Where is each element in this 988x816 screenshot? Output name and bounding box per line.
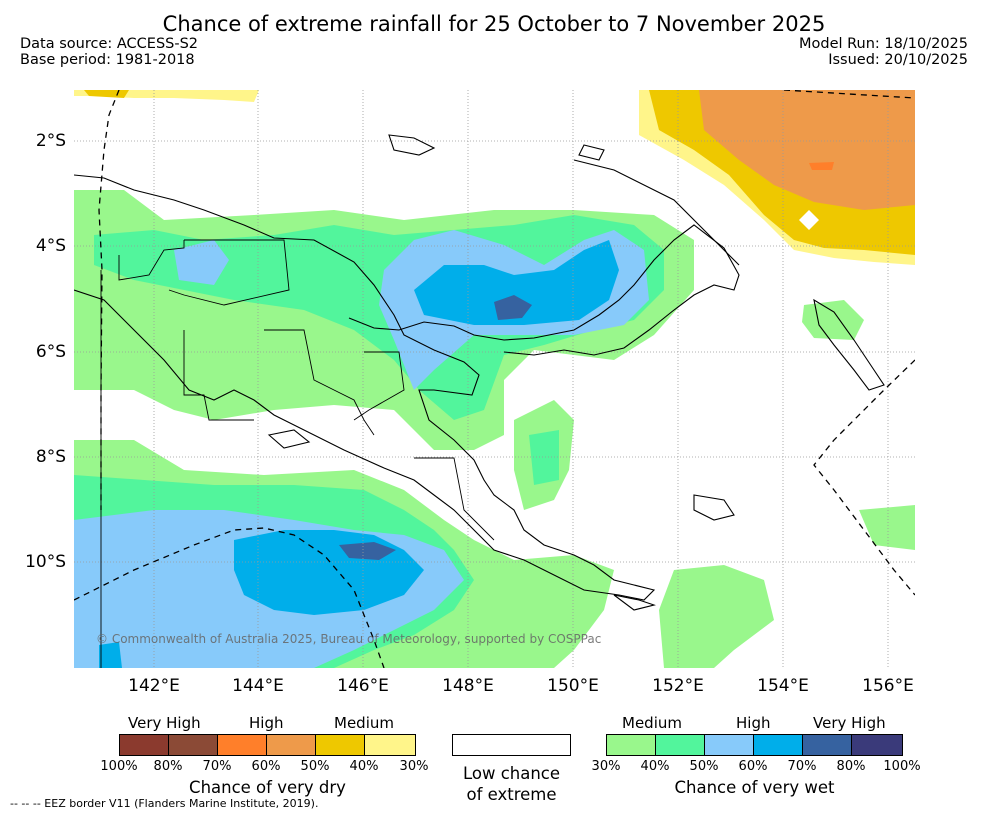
lat-label-6s: 6°S [35,342,66,362]
data-source-line: Data source: ACCESS-S2 [20,36,199,52]
data-source-info: Data source: ACCESS-S2 Base period: 1981… [20,36,198,68]
wet-heading-medium: Medium [622,714,682,732]
dry-tick: 80% [153,759,183,774]
dry-color-scale [119,734,416,756]
model-run-info: Model Run: 18/10/2025 Issued: 20/10/2025 [799,36,968,68]
wet-swatch-60 [754,735,803,755]
map-title: Chance of extreme rainfall for 25 Octobe… [162,12,826,36]
dry-tick: 50% [300,759,330,774]
rainfall-map [74,90,915,668]
wet-swatch-40 [656,735,705,755]
lon-label-150e: 150°E [547,676,599,696]
lat-label-10s: 10°S [25,552,66,572]
dry-tick: 70% [202,759,232,774]
lon-label-142e: 142°E [128,676,180,696]
wet-heading-high: High [736,714,771,732]
wet-tick: 60% [738,759,768,774]
dry-heading-high: High [249,714,284,732]
dry-swatch-60 [267,735,316,755]
dry-swatch-40 [365,735,415,755]
lon-label-152e: 152°E [652,676,704,696]
dry-heading-very-high: Very High [128,714,201,732]
wet-region-north [74,190,694,450]
wet-tick: 100% [883,759,921,774]
lat-label-8s: 8°S [35,447,66,467]
wet-color-scale [606,734,903,756]
wet-tick: 30% [591,759,621,774]
wet-swatch-80 [852,735,902,755]
wet-tick: 40% [640,759,670,774]
dry-tick: 60% [251,759,281,774]
eez-borders [74,90,915,668]
dry-tick: 40% [349,759,379,774]
lon-label-146e: 146°E [337,676,389,696]
base-period-line: Base period: 1981-2018 [20,52,195,68]
low-chance-line1: Low chance [462,764,561,783]
eez-border-note: -- -- -- EEZ border V11 (Flanders Marine… [10,797,319,810]
wet-tick: 50% [689,759,719,774]
model-run-line: Model Run: 18/10/2025 [798,36,968,52]
map-canvas [74,90,915,668]
low-chance-swatch [452,734,571,756]
dry-heading-medium: Medium [334,714,394,732]
dry-tick: 100% [100,759,138,774]
copyright-notice: © Commonwealth of Australia 2025, Bureau… [96,632,602,646]
lon-label-154e: 154°E [757,676,809,696]
province-borders [100,239,495,668]
wet-tick: 70% [787,759,817,774]
dry-swatch-70 [218,735,267,755]
wet-swatch-70 [803,735,852,755]
dry-region-north-west [74,90,259,102]
issued-line: Issued: 20/10/2025 [828,52,968,68]
dry-swatch-100 [120,735,169,755]
dry-tick: 30% [399,759,429,774]
wet-region-east [514,300,915,668]
dry-region-north-east [639,90,915,265]
low-chance-line2: of extreme [466,785,557,804]
lat-label-4s: 4°S [35,236,66,256]
lat-label-2s: 2°S [35,131,66,151]
wet-tick: 80% [836,759,866,774]
lon-label-144e: 144°E [232,676,284,696]
lon-label-148e: 148°E [442,676,494,696]
wet-swatch-50 [705,735,754,755]
wet-heading-very-high: Very High [813,714,886,732]
wet-swatch-30 [607,735,656,755]
coastlines [74,134,885,611]
wet-region-south [74,440,614,668]
wet-legend-title: Chance of very wet [674,778,835,797]
dry-swatch-50 [316,735,365,755]
gridlines [74,90,915,668]
dry-swatch-80 [169,735,218,755]
dry-legend-title: Chance of very dry [189,778,346,797]
lon-label-156e: 156°E [862,676,914,696]
